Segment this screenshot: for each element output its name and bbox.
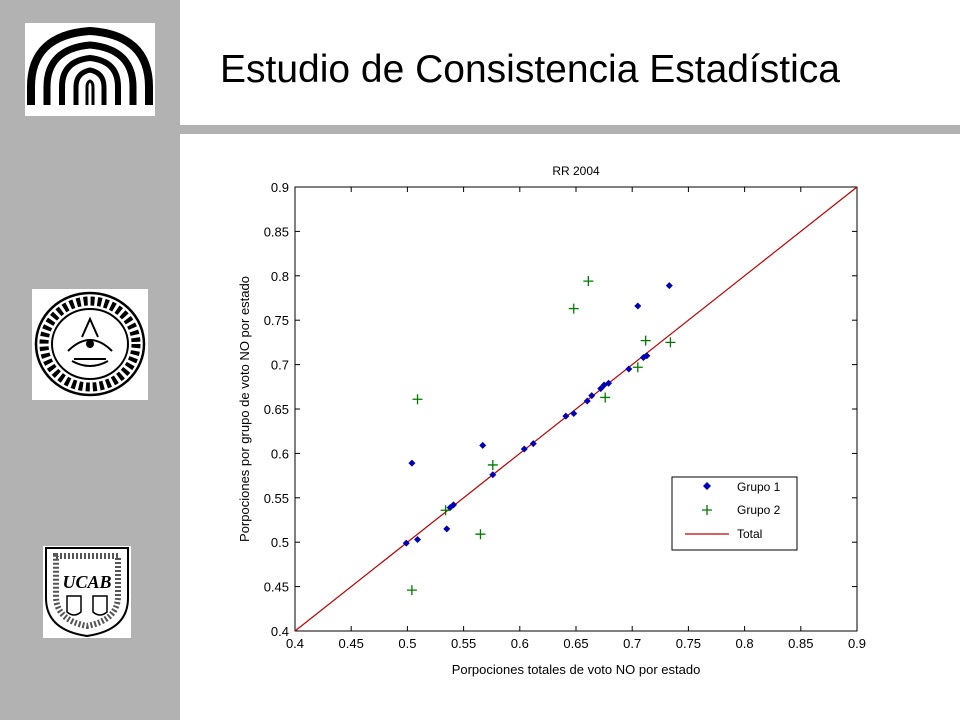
y-tick-label: 0.65 xyxy=(264,402,289,417)
x-tick-label: 0.9 xyxy=(848,636,866,651)
header-divider xyxy=(180,125,960,134)
grupo1-point xyxy=(479,441,487,449)
grupo1-point xyxy=(583,397,591,405)
grupo2-point xyxy=(475,529,486,540)
grupo2-point xyxy=(568,303,579,314)
grupo1-point xyxy=(605,379,613,387)
x-tick-label: 0.85 xyxy=(788,636,813,651)
x-tick-label: 0.6 xyxy=(511,636,529,651)
total-line xyxy=(294,186,858,632)
grupo2-point xyxy=(487,459,498,470)
grupo1-point xyxy=(402,539,410,547)
legend-grupo1-marker xyxy=(703,482,711,490)
y-tick-label: 0.85 xyxy=(264,224,289,239)
x-tick-label: 0.75 xyxy=(676,636,701,651)
legend-total-label: Total xyxy=(737,527,762,541)
legend-grupo1-label: Grupo 1 xyxy=(737,480,781,494)
usb-logo-icon xyxy=(27,26,153,105)
x-tick-label: 0.5 xyxy=(398,636,416,651)
x-tick-label: 0.7 xyxy=(623,636,641,651)
grupo1-point xyxy=(489,471,497,479)
grupo1-point xyxy=(597,385,605,393)
y-tick-label: 0.6 xyxy=(271,446,289,461)
y-axis-label: Porpociones por grupo de voto NO por est… xyxy=(237,276,252,542)
svg-text:UCAB: UCAB xyxy=(62,572,111,592)
legend-grupo2-label: Grupo 2 xyxy=(737,503,781,517)
x-tick-label: 0.8 xyxy=(736,636,754,651)
grupo1-point xyxy=(443,525,451,533)
y-tick-label: 0.5 xyxy=(271,535,289,550)
scatter-chart: RR 2004 0.4 0.45 0.5 0.55 0.6 0.65 0.7 0.75 0.8 0… xyxy=(237,164,866,677)
grupo1-point xyxy=(665,282,673,290)
y-tick-label: 0.9 xyxy=(271,180,289,195)
chart-title: RR 2004 xyxy=(552,164,600,178)
grupo1-point xyxy=(634,302,642,310)
ucab-shield-icon: UCAB xyxy=(45,547,129,638)
usb-logo xyxy=(25,23,155,116)
x-axis-label: Porpociones totales de voto NO por estad… xyxy=(452,662,701,677)
grupo2-point xyxy=(583,276,594,287)
grupo2-point xyxy=(600,392,611,403)
x-tick-label: 0.65 xyxy=(563,636,588,651)
x-tick-label: 0.55 xyxy=(451,636,476,651)
y-tick-label: 0.7 xyxy=(271,358,289,373)
grupo1-point xyxy=(570,409,578,417)
grupo1-point xyxy=(562,412,570,420)
x-tick-label: 0.45 xyxy=(339,636,364,651)
grupo1-point xyxy=(408,459,416,467)
ucv-seal-icon xyxy=(34,291,146,397)
grupo2-point xyxy=(440,505,451,516)
grupo2-point xyxy=(406,585,417,596)
grupo2-point xyxy=(665,337,676,348)
y-tick-label: 0.4 xyxy=(271,624,289,639)
y-tick-label: 0.55 xyxy=(264,491,289,506)
legend-grupo2-marker xyxy=(702,505,712,515)
y-tick-label: 0.45 xyxy=(264,580,289,595)
ucab-shield: UCAB xyxy=(43,546,131,638)
grupo2-point xyxy=(632,362,643,373)
y-tick-label: 0.75 xyxy=(264,313,289,328)
grupo2-point xyxy=(412,394,423,405)
grupo1-point xyxy=(520,445,528,453)
legend: Grupo 1 Grupo 2 Total xyxy=(671,476,798,551)
grupo1-point xyxy=(643,352,651,360)
legend-box xyxy=(671,476,798,551)
page-title: Estudio de Consistencia Estadística xyxy=(220,48,841,91)
grupo1-point xyxy=(588,392,596,400)
grupo1-point xyxy=(414,536,422,544)
x-tick-label: 0.4 xyxy=(286,636,304,651)
grupo1-point xyxy=(529,440,537,448)
grupo1-point xyxy=(449,501,457,509)
grupo2-point xyxy=(640,335,651,346)
grupo1-point xyxy=(625,365,633,373)
ucv-seal xyxy=(32,289,148,400)
y-tick-label: 0.8 xyxy=(271,269,289,284)
